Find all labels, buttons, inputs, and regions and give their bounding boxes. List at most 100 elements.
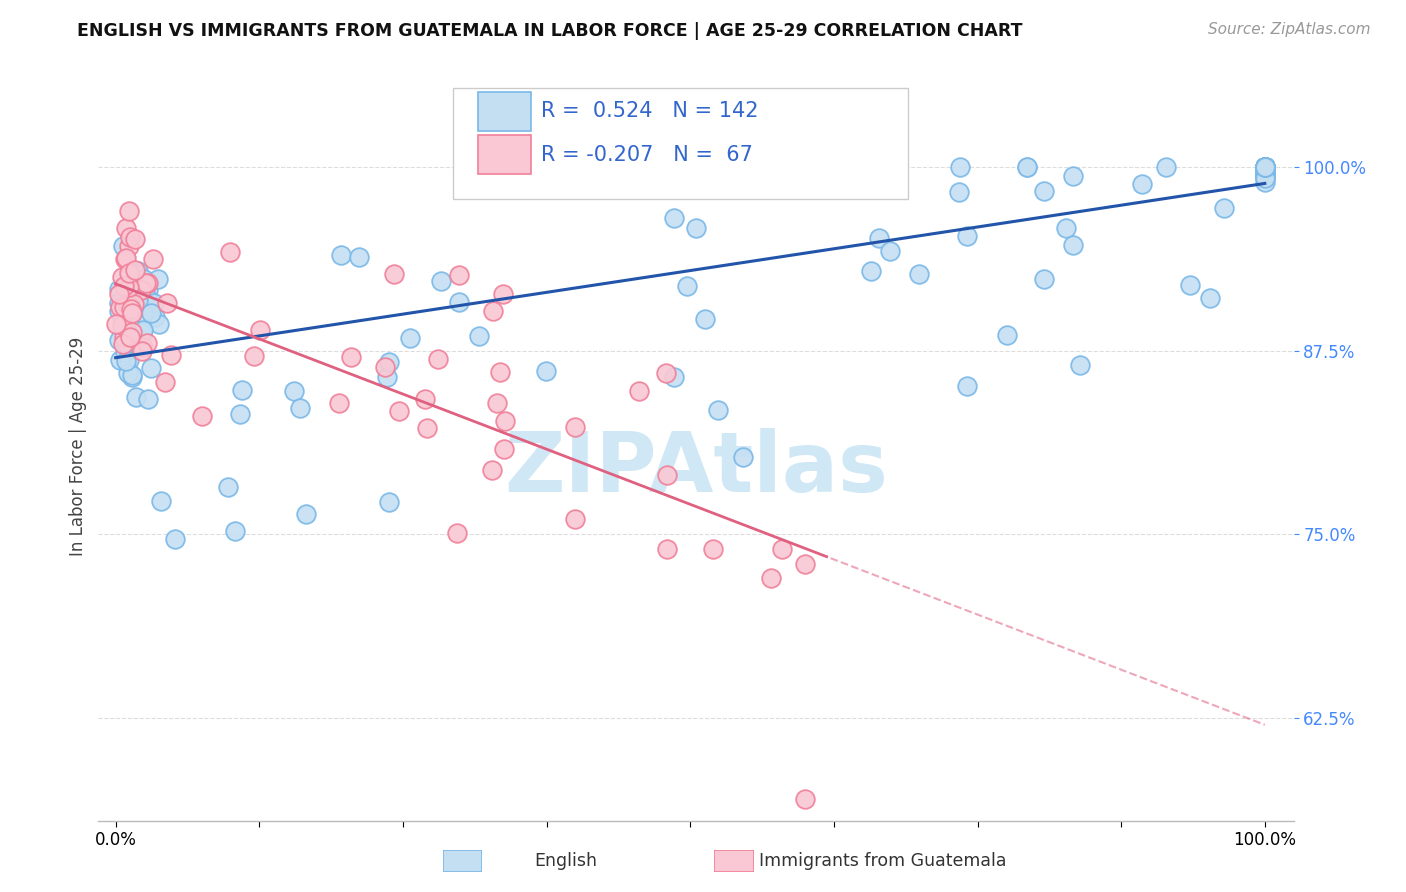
Point [1154, 160, 1177, 174]
Point [1254, 161, 1277, 176]
Point [1254, 160, 1277, 174]
Point [190, 409, 212, 423]
Point [1069, 358, 1091, 372]
Point [132, 272, 155, 286]
Text: ENGLISH VS IMMIGRANTS FROM GUATEMALA IN LABOR FORCE | AGE 25-29 CORRELATION CHAR: ENGLISH VS IMMIGRANTS FROM GUATEMALA IN … [77, 22, 1022, 40]
Point [121, 306, 143, 320]
Point [378, 495, 401, 509]
Point [229, 408, 252, 422]
Point [127, 264, 149, 278]
Point [1254, 160, 1277, 174]
Point [1254, 166, 1277, 180]
Point [468, 329, 491, 343]
Point [1015, 160, 1038, 174]
Point [136, 284, 159, 298]
Point [707, 403, 730, 417]
Point [149, 494, 172, 508]
Point [112, 279, 135, 293]
Point [141, 296, 163, 310]
Point [121, 370, 143, 384]
Point [652, 160, 675, 174]
Point [114, 252, 136, 267]
Point [482, 304, 505, 318]
Point [1254, 160, 1277, 174]
Point [399, 331, 422, 345]
FancyBboxPatch shape [478, 135, 531, 174]
Point [114, 330, 136, 344]
Point [121, 341, 143, 355]
Point [136, 392, 159, 406]
Point [1254, 160, 1277, 174]
Text: English: English [534, 852, 598, 870]
Point [107, 296, 129, 310]
Point [112, 337, 135, 351]
Point [131, 306, 153, 320]
Point [108, 287, 131, 301]
Point [121, 325, 143, 339]
Point [1213, 201, 1236, 215]
Point [290, 401, 312, 415]
Point [120, 301, 142, 316]
Point [1254, 160, 1277, 174]
Point [382, 267, 405, 281]
Text: R = -0.207   N =  67: R = -0.207 N = 67 [541, 145, 752, 164]
Point [1033, 271, 1056, 285]
Point [118, 293, 141, 307]
Point [242, 349, 264, 363]
Y-axis label: In Labor Force | Age 25-29: In Labor Force | Age 25-29 [69, 336, 87, 556]
Point [156, 295, 179, 310]
Point [430, 275, 453, 289]
Point [120, 314, 142, 328]
Point [1254, 161, 1277, 175]
Point [105, 317, 128, 331]
Point [136, 276, 159, 290]
Point [117, 366, 139, 380]
Point [108, 300, 131, 314]
Point [1254, 161, 1277, 176]
Point [132, 340, 155, 354]
Point [112, 300, 135, 314]
Point [759, 571, 782, 585]
Point [339, 351, 361, 365]
Point [1062, 238, 1084, 252]
Point [129, 283, 152, 297]
Point [1254, 163, 1277, 178]
Point [1032, 184, 1054, 198]
Point [1254, 163, 1277, 178]
Point [120, 287, 142, 301]
Point [136, 335, 159, 350]
Point [907, 267, 929, 281]
Point [657, 467, 679, 482]
Point [349, 250, 371, 264]
Point [492, 442, 515, 457]
Point [295, 508, 318, 522]
Point [118, 280, 141, 294]
Point [118, 239, 141, 253]
Point [143, 296, 166, 310]
FancyBboxPatch shape [478, 92, 531, 130]
Point [132, 323, 155, 337]
Point [481, 462, 503, 476]
Point [120, 335, 142, 350]
Point [868, 231, 890, 245]
Point [733, 450, 755, 464]
Point [693, 312, 716, 326]
Point [1254, 160, 1277, 174]
Point [498, 160, 520, 174]
Point [125, 267, 148, 281]
Point [1254, 160, 1277, 174]
Point [1254, 160, 1277, 174]
Point [486, 396, 509, 410]
FancyBboxPatch shape [453, 87, 907, 199]
Point [860, 264, 883, 278]
Point [1254, 160, 1277, 174]
Point [120, 230, 142, 244]
Point [492, 287, 515, 301]
Point [1062, 169, 1084, 184]
Point [118, 203, 141, 218]
Point [1254, 160, 1277, 174]
Point [1054, 220, 1077, 235]
Point [447, 294, 470, 309]
Point [1254, 162, 1277, 177]
Point [1254, 170, 1277, 185]
